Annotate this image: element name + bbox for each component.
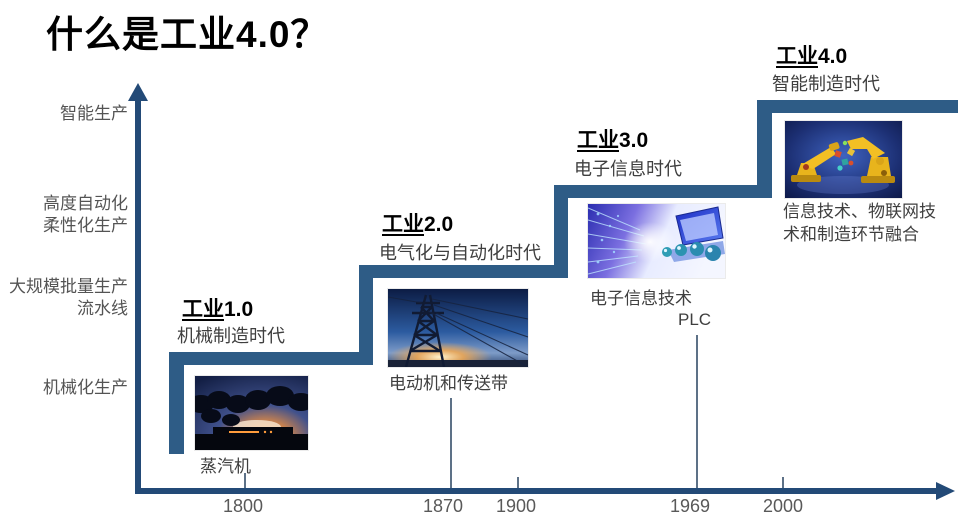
transmission-tower-photo: [388, 289, 528, 367]
stage-1-title-version: 1.0: [224, 298, 254, 321]
y-axis-label-line: 机械化生产: [43, 378, 128, 397]
staircase-segment-v3: [554, 185, 568, 278]
staircase-segment-h3: [554, 185, 772, 198]
page-title: 什么是工业4.0？: [46, 14, 329, 55]
stage-4-title-version: 4.0: [818, 45, 848, 68]
staircase-segment-h4: [757, 100, 958, 113]
timeline-tick-2000: [782, 477, 784, 488]
y-axis-label-line: 流水线: [77, 299, 128, 318]
year-label-1870: 1870: [422, 496, 464, 516]
y-axis-label-mass-production: 大规模批量生产 流水线: [8, 276, 128, 320]
timeline-tick-1870: [450, 398, 452, 488]
stage-4-caption: 信息技术、物联网技术和制造环节融合: [783, 202, 936, 244]
y-axis-label-line: 大规模批量生产: [9, 277, 128, 296]
stage-1-title-name: 工业: [182, 298, 224, 321]
y-axis-label-intelligent-production: 智能生产: [8, 103, 128, 125]
stage-4-title: 工业4.0: [776, 40, 847, 70]
staircase-segment-v1: [169, 352, 184, 454]
year-label-1969: 1969: [669, 496, 711, 516]
stage-3-caption: 电子信息技术: [590, 289, 692, 308]
stage-2-title-version: 2.0: [424, 213, 454, 236]
stage-1-caption: 蒸汽机: [200, 457, 251, 476]
x-axis-line: [135, 488, 938, 494]
y-axis-line: [135, 99, 141, 491]
staircase-segment-v4: [757, 100, 772, 198]
stage-2-title-name: 工业: [382, 213, 424, 236]
stage-4-title-name: 工业: [776, 45, 818, 68]
y-axis-label-line: 高度自动化: [43, 194, 128, 213]
x-axis-arrow-icon: [936, 482, 955, 500]
industrial-robots-photo: [785, 121, 902, 198]
timeline-tick-1900: [517, 477, 519, 488]
staircase-segment-h1: [169, 352, 373, 365]
staircase-segment-h2: [359, 265, 568, 278]
stage-3-caption-plc: PLC: [678, 310, 712, 329]
stage-4-era: 智能制造时代: [772, 74, 880, 94]
year-label-1900: 1900: [495, 496, 537, 516]
y-axis-label-flexible-production: 高度自动化 柔性化生产: [8, 193, 128, 237]
electronics-photo: [588, 204, 725, 278]
year-label-1800: 1800: [222, 496, 264, 516]
stage-2-title: 工业2.0: [382, 208, 453, 238]
year-label-2000: 2000: [762, 496, 804, 516]
y-axis-arrow-icon: [128, 83, 148, 101]
y-axis-label-line: 柔性化生产: [43, 216, 128, 235]
timeline-tick-1800: [244, 473, 246, 488]
stage-3-title: 工业3.0: [577, 124, 648, 154]
y-axis-label-mechanized-production: 机械化生产: [8, 377, 128, 399]
stage-3-era: 电子信息时代: [574, 159, 682, 179]
stage-3-title-version: 3.0: [619, 129, 649, 152]
stage-1-title: 工业1.0: [182, 293, 253, 323]
staircase-segment-v2: [359, 265, 373, 365]
stage-3-title-name: 工业: [577, 129, 619, 152]
steam-locomotive-photo: [195, 376, 308, 450]
y-axis-label-line: 智能生产: [60, 104, 128, 123]
timeline-tick-1969: [696, 335, 698, 488]
stage-1-era: 机械制造时代: [177, 326, 285, 346]
stage-2-caption: 电动机和传送带: [389, 374, 508, 393]
stage-2-era: 电气化与自动化时代: [379, 243, 541, 263]
